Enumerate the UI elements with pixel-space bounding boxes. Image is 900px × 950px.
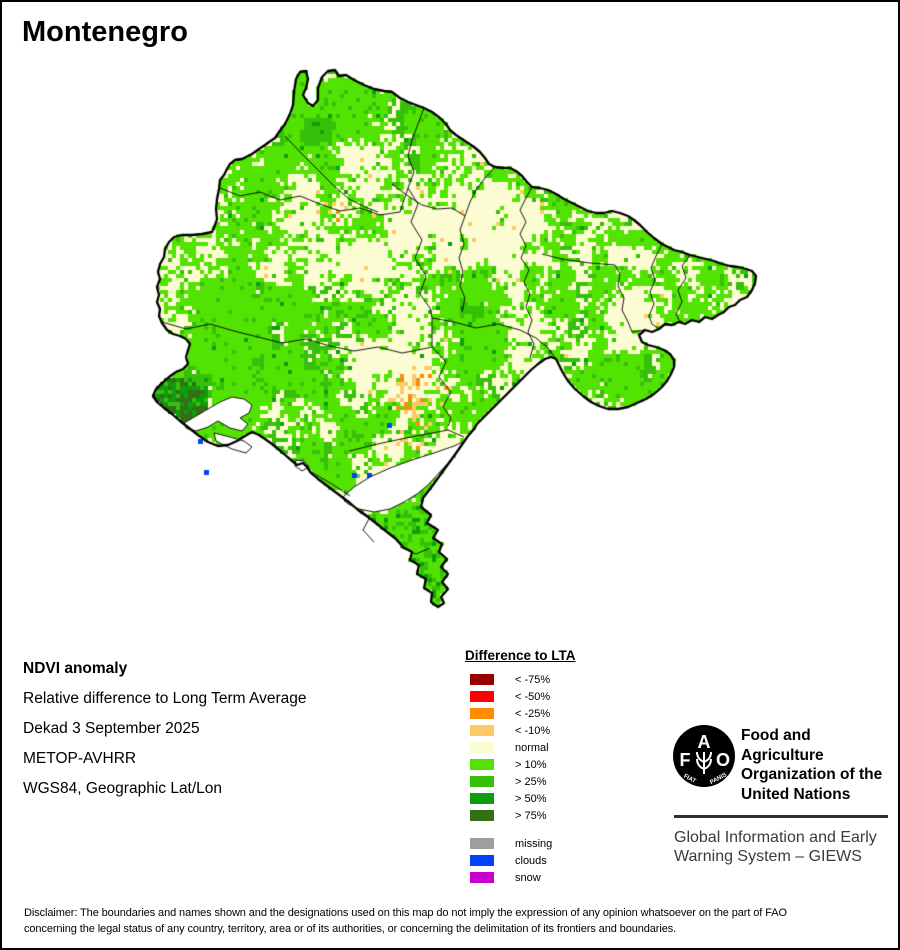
legend-row: < -25% xyxy=(465,705,576,722)
legend-swatch xyxy=(470,742,494,753)
legend-label: > 25% xyxy=(515,775,547,788)
legend-label: > 50% xyxy=(515,792,547,805)
legend-row: missing xyxy=(465,835,576,852)
fao-divider xyxy=(674,815,888,818)
disclaimer: Disclaimer: The boundaries and names sho… xyxy=(24,906,882,937)
legend-swatch xyxy=(470,793,494,804)
disclaimer-line: Disclaimer: The boundaries and names sho… xyxy=(24,907,787,919)
legend-label: < -25% xyxy=(515,707,551,720)
legend-swatch xyxy=(470,838,494,849)
legend-swatch xyxy=(470,691,494,702)
legend-swatch xyxy=(470,872,494,883)
legend-label: missing xyxy=(515,837,553,850)
ndvi-anomaly-raster-map xyxy=(140,52,784,614)
legend-label: < -10% xyxy=(515,724,551,737)
legend-row: < -10% xyxy=(465,722,576,739)
legend-extra-items: missing clouds snow xyxy=(465,835,576,886)
legend-main-items: < -75% < -50% < -25% < -10% normal > 10% > 25%… xyxy=(465,671,576,824)
legend-row: < -75% xyxy=(465,671,576,688)
info-line: WGS84, Geographic Lat/Lon xyxy=(23,780,223,797)
legend-row: > 50% xyxy=(465,790,576,807)
legend-swatch xyxy=(470,708,494,719)
page-title: Montenegro xyxy=(22,16,188,48)
legend-row: > 25% xyxy=(465,773,576,790)
legend-row: snow xyxy=(465,869,576,886)
disclaimer-line: concerning the legal status of any count… xyxy=(24,922,677,935)
legend-title: Difference to LTA xyxy=(465,648,576,663)
info-line: Relative difference to Long Term Average xyxy=(23,690,307,707)
legend-swatch xyxy=(470,810,494,821)
fao-org-name: Food and Agriculture Organization of the… xyxy=(741,722,890,804)
info-heading: NDVI anomaly xyxy=(23,660,128,677)
wheat-ear-icon xyxy=(696,751,712,774)
svg-text:O: O xyxy=(716,750,730,770)
legend: Difference to LTA < -75% < -50% < -25% < -1… xyxy=(465,648,576,886)
info-line: METOP-AVHRR xyxy=(23,750,137,767)
legend-swatch xyxy=(470,759,494,770)
legend-row: normal xyxy=(465,739,576,756)
legend-label: > 10% xyxy=(515,758,547,771)
giews-line: Warning System – GIEWS xyxy=(674,848,862,865)
svg-text:F: F xyxy=(680,750,691,770)
svg-text:FIAT: FIAT xyxy=(682,773,696,785)
info-line: Dekad 3 September 2025 xyxy=(23,720,200,737)
legend-row: < -50% xyxy=(465,688,576,705)
legend-row: > 75% xyxy=(465,807,576,824)
legend-label: < -50% xyxy=(515,690,551,703)
legend-swatch xyxy=(470,674,494,685)
legend-swatch xyxy=(470,776,494,787)
legend-swatch xyxy=(470,855,494,866)
legend-label: < -75% xyxy=(515,673,551,686)
fao-block: F A O FIAT PANIS Food and Agriculture Or… xyxy=(672,722,890,866)
montenegro-map xyxy=(140,52,784,614)
legend-swatch xyxy=(470,725,494,736)
legend-label: snow xyxy=(515,871,541,884)
legend-row: > 10% xyxy=(465,756,576,773)
giews-label: Global Information and Early Warning Sys… xyxy=(674,828,890,866)
legend-label: > 75% xyxy=(515,809,547,822)
fao-org-line: Organization of the xyxy=(741,766,883,783)
legend-label: clouds xyxy=(515,854,547,867)
legend-row: clouds xyxy=(465,852,576,869)
legend-label: normal xyxy=(515,741,549,754)
giews-line: Global Information and Early xyxy=(674,829,877,846)
fao-logo-icon: F A O FIAT PANIS xyxy=(673,725,735,787)
svg-text:A: A xyxy=(698,732,711,752)
map-info-block: NDVI anomaly Relative difference to Long… xyxy=(23,654,307,804)
fao-org-line: Food and Agriculture xyxy=(741,727,824,764)
fao-org-line: United Nations xyxy=(741,785,851,803)
